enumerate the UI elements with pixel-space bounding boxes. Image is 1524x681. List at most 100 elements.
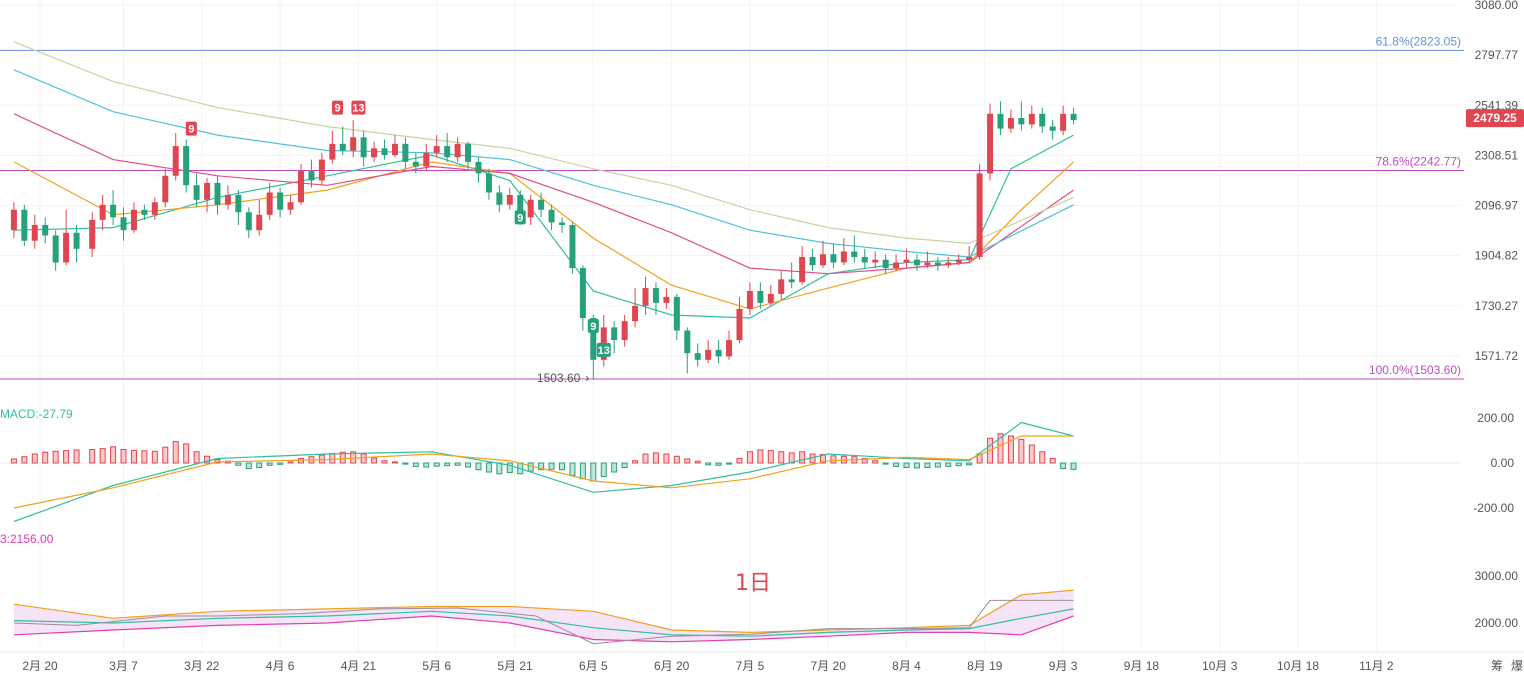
price-tick-label: 1904.82	[1475, 249, 1519, 263]
td-marker: 9	[514, 210, 526, 225]
macd-bar	[245, 462, 252, 470]
candle	[381, 139, 388, 160]
date-tick-label: 7月 20	[811, 659, 847, 673]
macd-bar	[663, 453, 670, 464]
candle-body	[506, 194, 513, 205]
macd-tick-label: -200.00	[1473, 501, 1514, 515]
macd-bar	[976, 453, 983, 464]
candle-body	[235, 194, 242, 213]
macd-bar	[694, 460, 701, 464]
candle	[527, 194, 534, 226]
date-tick-label: 6月 5	[579, 659, 608, 673]
candle-body	[924, 262, 931, 266]
candle	[10, 202, 17, 239]
candle	[266, 182, 273, 220]
candle	[475, 157, 482, 183]
candle	[684, 327, 691, 374]
macd-bar	[89, 449, 96, 464]
date-tick-label: 3月 22	[184, 659, 220, 673]
candle	[412, 152, 419, 174]
candle	[778, 270, 785, 300]
candle-body	[99, 204, 106, 220]
macd-bar	[736, 458, 743, 464]
candle-body	[42, 225, 49, 236]
macd-histogram	[10, 433, 1077, 482]
candle	[1060, 105, 1067, 136]
price-tick-label: 2797.77	[1475, 48, 1519, 62]
td-marker: 13	[596, 342, 611, 357]
macd-bar	[506, 462, 513, 473]
candle	[673, 293, 680, 341]
td-marker-bg	[185, 121, 197, 136]
candle	[1007, 109, 1014, 133]
macd-bar	[381, 460, 388, 464]
candle	[840, 238, 847, 266]
macd-bar	[913, 462, 920, 469]
candle	[663, 288, 670, 309]
candle-body	[966, 256, 973, 260]
macd-bar	[402, 462, 409, 465]
candle-body	[663, 296, 670, 303]
macd-bar	[684, 458, 691, 464]
td-marker: 9	[185, 121, 197, 136]
td-marker-text: 9	[590, 321, 596, 333]
price-tick-label: 1571.72	[1475, 349, 1519, 363]
candle	[465, 141, 472, 169]
boll-tick-label: 2000.00	[1475, 616, 1519, 630]
candle-body	[172, 146, 179, 176]
candle	[757, 282, 764, 309]
candle-body	[371, 148, 378, 158]
macd-bar	[485, 462, 492, 473]
macd-bar	[339, 451, 346, 464]
date-tick-label: 11月 2	[1359, 659, 1394, 673]
candle-body	[412, 161, 419, 167]
candle-body	[475, 161, 482, 174]
candle-body	[224, 194, 231, 205]
candle-body	[652, 288, 659, 303]
macd-bar	[538, 462, 545, 471]
candle	[350, 120, 357, 158]
candle	[423, 143, 430, 172]
boll-band-fill	[13, 590, 1074, 642]
candle	[736, 296, 743, 344]
price-tick-label: 1730.27	[1475, 299, 1519, 313]
macd-label: MACD:-27.79	[0, 407, 73, 421]
candle-body	[193, 185, 200, 200]
candle	[298, 164, 304, 205]
candle-body	[454, 143, 461, 158]
date-axis: 2月 20 3月 7 3月 22 4月 6 4月 21 5月 6 5月 21 6月 5 6月 2…	[22, 659, 1394, 673]
panel-toggle-icon[interactable]: 筹	[1491, 659, 1503, 673]
right-icons[interactable]: 筹爆	[1491, 659, 1523, 673]
candle-body	[21, 209, 28, 241]
macd-bar	[726, 462, 733, 465]
macd-bar	[579, 462, 586, 480]
candle-body	[130, 209, 137, 231]
macd-bar	[141, 450, 148, 464]
macd-bar	[934, 462, 941, 468]
candle-body	[1028, 113, 1035, 125]
macd-bar	[162, 446, 169, 464]
moving-average-line	[13, 161, 1075, 310]
candle-body	[538, 199, 545, 210]
panel-toggle-icon[interactable]: 爆	[1511, 659, 1523, 673]
candle	[611, 321, 618, 354]
boll-lower-line	[13, 615, 1074, 643]
candle	[600, 314, 607, 367]
candle	[788, 262, 795, 289]
td-marker-text: 13	[352, 103, 364, 115]
macd-bar	[924, 462, 931, 468]
macd-axis: 200.00 0.00 -200.00	[1473, 411, 1514, 515]
candle-body	[183, 146, 190, 186]
candle	[767, 285, 774, 306]
macd-bar	[350, 451, 357, 464]
macd-bar	[548, 462, 555, 470]
candle-body	[987, 113, 994, 174]
candle-body	[444, 146, 451, 158]
date-tick-label: 4月 6	[266, 659, 295, 673]
macd-bar	[475, 462, 482, 471]
candle	[893, 254, 900, 271]
macd-bar	[757, 449, 764, 464]
candle	[642, 276, 649, 315]
